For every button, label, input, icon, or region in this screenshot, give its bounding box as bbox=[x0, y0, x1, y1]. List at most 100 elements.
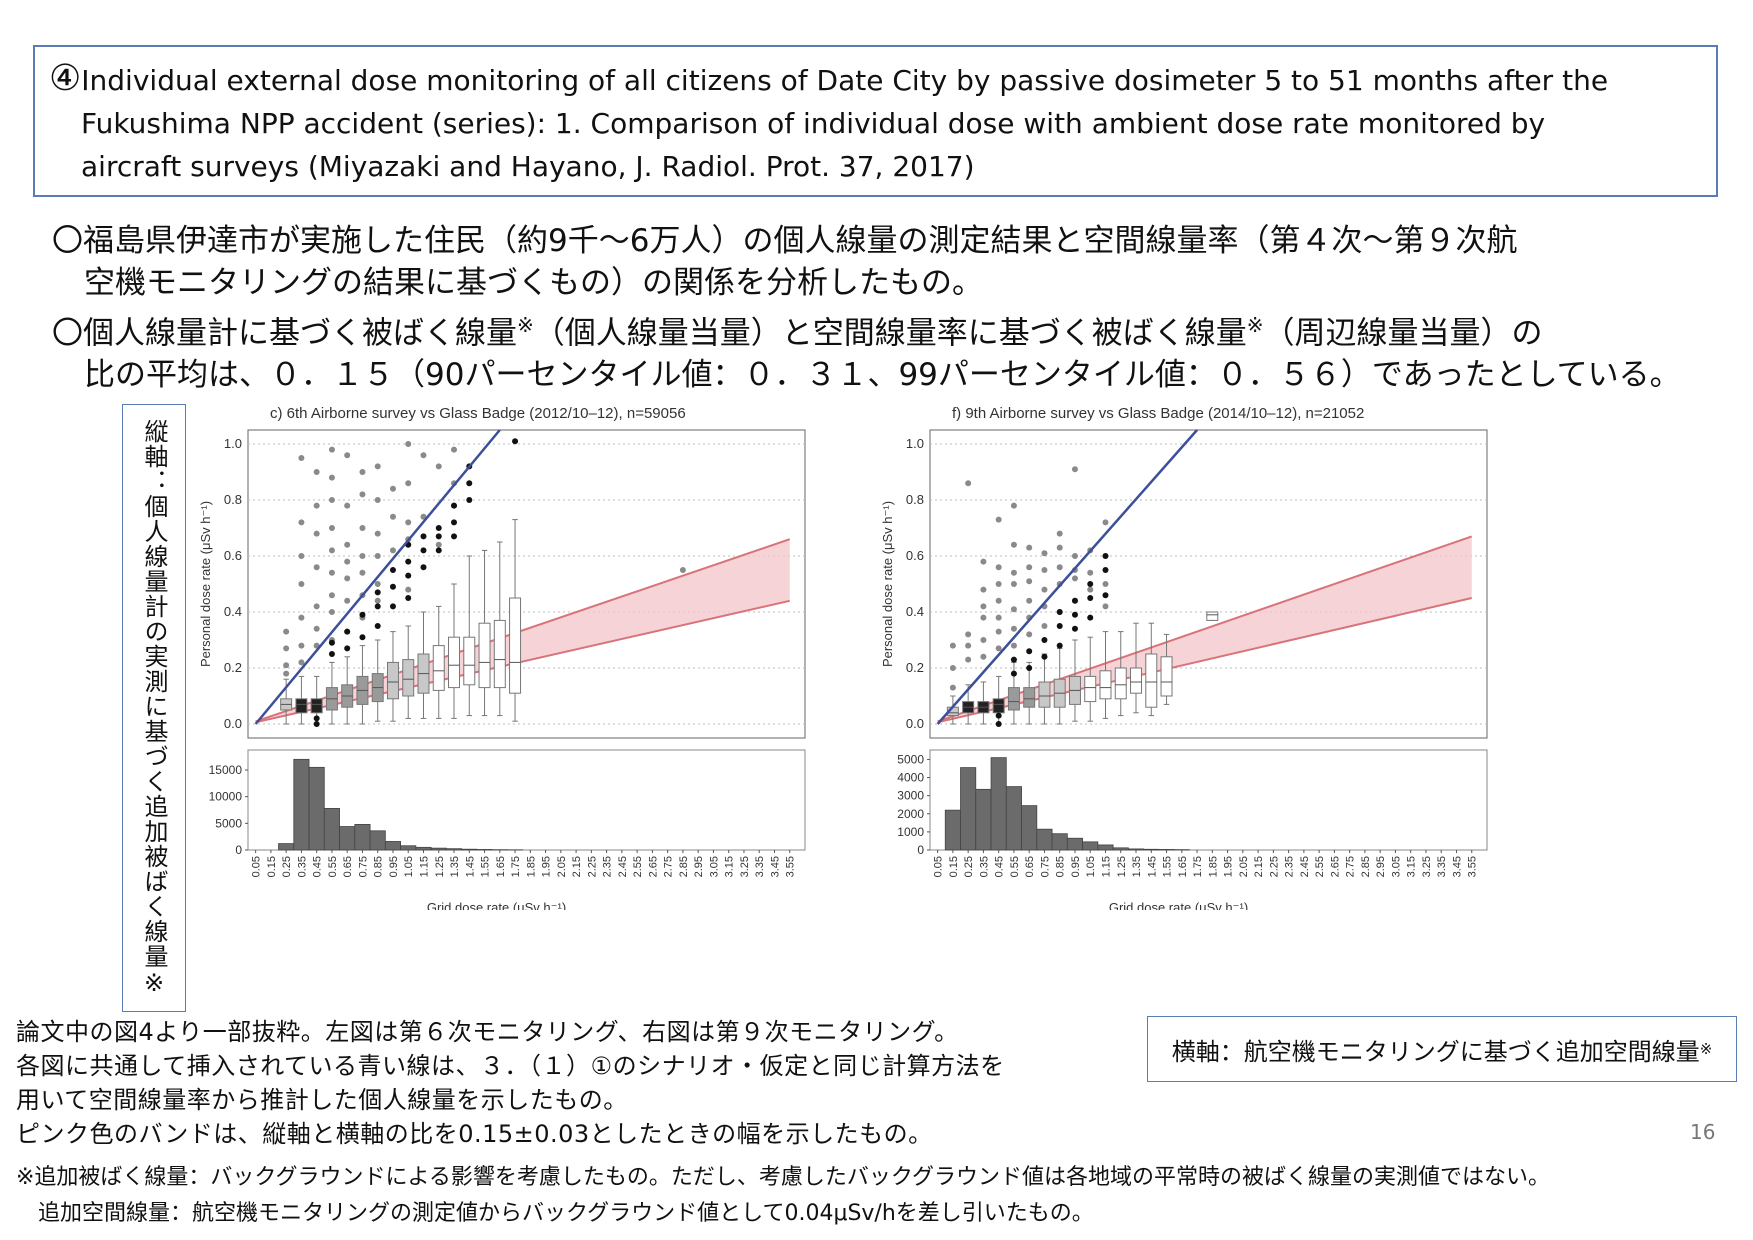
outlier-point bbox=[298, 642, 305, 649]
y-axis-label: Personal dose rate (μSv h⁻¹) bbox=[882, 501, 895, 667]
outlier-point bbox=[1087, 569, 1094, 576]
outlier-point-above-line bbox=[1087, 581, 1094, 587]
footnote-line-2: 追加空間線量：航空機モニタリングの測定値からバックグラウンド値として0.04μS… bbox=[38, 1201, 1094, 1226]
outlier-point bbox=[374, 530, 381, 537]
hist-y-tick-label: 0 bbox=[235, 843, 242, 857]
outlier-point bbox=[313, 625, 320, 632]
outlier-point bbox=[1056, 544, 1063, 551]
box-iqr bbox=[432, 645, 445, 691]
title-number: ④ bbox=[49, 58, 82, 99]
outlier-point-above-line bbox=[512, 438, 519, 445]
outlier-point bbox=[328, 547, 335, 554]
x-tick-label: 0.95 bbox=[1070, 856, 1082, 877]
x-tick-label: 2.75 bbox=[1345, 856, 1357, 877]
outlier-point bbox=[1010, 642, 1017, 649]
hist-y-tick-label: 0 bbox=[917, 843, 924, 857]
histogram-bar bbox=[1082, 841, 1099, 851]
x-tick-label: 1.85 bbox=[525, 856, 537, 877]
x-tick-label: 3.05 bbox=[1390, 856, 1402, 877]
outlier-point-above-line bbox=[435, 525, 442, 531]
x-tick-label: 2.45 bbox=[617, 856, 629, 877]
x-tick-label: 0.15 bbox=[266, 856, 278, 877]
x-tick-label: 2.65 bbox=[1329, 856, 1341, 877]
x-tick-label: 3.25 bbox=[1421, 856, 1433, 877]
outlier-point bbox=[451, 446, 458, 453]
x-tick-label: 3.35 bbox=[1436, 856, 1448, 877]
outlier-point-above-line bbox=[466, 480, 473, 487]
outlier-point bbox=[359, 491, 366, 498]
hist-y-tick-label: 5000 bbox=[897, 752, 924, 766]
x-tick-label: 2.55 bbox=[1314, 856, 1326, 877]
outlier-point bbox=[995, 628, 1002, 635]
histogram-bar bbox=[1051, 833, 1068, 851]
bullet-1-line-2: 空機モニタリングの結果に基づくもの）の関係を分析したもの。 bbox=[84, 265, 983, 301]
histogram-bar bbox=[354, 823, 371, 851]
caption-line-1: 論文中の図4より一部抜粋。左図は第６次モニタリング、右図は第９次モニタリング。 bbox=[16, 1018, 959, 1046]
chart-9th-survey: f) 9th Airborne survey vs Glass Badge (2… bbox=[882, 405, 1488, 910]
outlier-point bbox=[679, 567, 686, 573]
outlier-point-above-line bbox=[328, 651, 335, 657]
outlier-point-above-line bbox=[1056, 609, 1063, 615]
outlier-point-above-line bbox=[1071, 611, 1078, 618]
outlier-point bbox=[389, 485, 396, 492]
x-tick-label: 3.55 bbox=[1467, 856, 1479, 877]
footnote-line-1: ※追加被ばく線量：バックグラウンドによる影響を考慮したもの。ただし、考慮したバッ… bbox=[16, 1165, 1551, 1190]
box-iqr bbox=[1007, 687, 1020, 711]
histogram-bar bbox=[975, 788, 992, 851]
x-tick-label: 2.35 bbox=[1284, 856, 1296, 877]
outlier-point-above-line bbox=[359, 611, 366, 618]
outlier-point-above-line bbox=[1102, 592, 1109, 599]
x-axis-label: Grid dose rate (μSv h⁻¹) bbox=[427, 900, 566, 910]
outlier-point bbox=[1026, 631, 1033, 638]
x-tick-label: 1.65 bbox=[495, 856, 507, 877]
page-number: 16 bbox=[1690, 1120, 1716, 1144]
hist-y-tick-label: 2000 bbox=[897, 807, 924, 821]
outlier-point bbox=[313, 502, 320, 509]
box-iqr bbox=[1206, 611, 1219, 621]
x-tick-label: 3.15 bbox=[724, 856, 736, 877]
estimate-line bbox=[254, 429, 501, 725]
outlier-point bbox=[283, 670, 290, 677]
outlier-point-above-line bbox=[344, 645, 351, 652]
outlier-point-above-line bbox=[359, 634, 366, 641]
x-tick-label: 2.35 bbox=[602, 856, 614, 877]
x-tick-label: 1.45 bbox=[1146, 856, 1158, 877]
vertical-axis-label: 縦軸：個人線量計の実測に基づく追加被ばく線量※ bbox=[122, 404, 186, 1012]
y-tick-label: 1.0 bbox=[906, 436, 924, 451]
outlier-point bbox=[1026, 564, 1033, 571]
outlier-point-above-line bbox=[1026, 648, 1033, 655]
outlier-point-above-line bbox=[1056, 623, 1063, 629]
outlier-point bbox=[1026, 544, 1033, 551]
outlier-point bbox=[359, 469, 366, 475]
y-tick-label: 0.8 bbox=[906, 492, 924, 507]
outlier-point-above-line bbox=[1087, 595, 1094, 601]
x-tick-label: 1.25 bbox=[1116, 856, 1128, 877]
outlier-point bbox=[1102, 603, 1109, 610]
outlier-point bbox=[1041, 586, 1048, 593]
x-tick-label: 2.45 bbox=[1299, 856, 1311, 877]
y-tick-label: 0.0 bbox=[906, 716, 924, 731]
y-axis-label: Personal dose rate (μSv h⁻¹) bbox=[200, 501, 213, 667]
outlier-point bbox=[949, 642, 956, 649]
outlier-point bbox=[283, 645, 290, 652]
x-tick-label: 1.35 bbox=[449, 856, 461, 877]
outlier-point bbox=[995, 614, 1002, 621]
histogram-bar bbox=[445, 848, 463, 851]
outlier-point bbox=[328, 569, 335, 576]
outlier-point bbox=[1010, 541, 1017, 548]
histogram-bar bbox=[1112, 847, 1129, 851]
histogram-bar bbox=[1127, 848, 1145, 851]
outlier-point bbox=[405, 441, 412, 447]
x-tick-label: 0.75 bbox=[1039, 856, 1051, 877]
outlier-point-above-line bbox=[313, 721, 320, 727]
x-tick-label: 0.65 bbox=[342, 856, 354, 877]
outlier-point-above-line bbox=[435, 547, 442, 554]
outlier-point bbox=[1071, 575, 1078, 582]
outlier-point bbox=[344, 597, 351, 604]
box-iqr bbox=[386, 661, 399, 700]
box-iqr bbox=[493, 619, 506, 689]
bullet-2-part-a: 〇個人線量計に基づく被ばく線量 bbox=[52, 315, 517, 352]
y-tick-label: 0.2 bbox=[906, 660, 924, 675]
x-tick-label: 1.55 bbox=[480, 856, 492, 877]
x-tick-label: 1.75 bbox=[1192, 856, 1204, 877]
